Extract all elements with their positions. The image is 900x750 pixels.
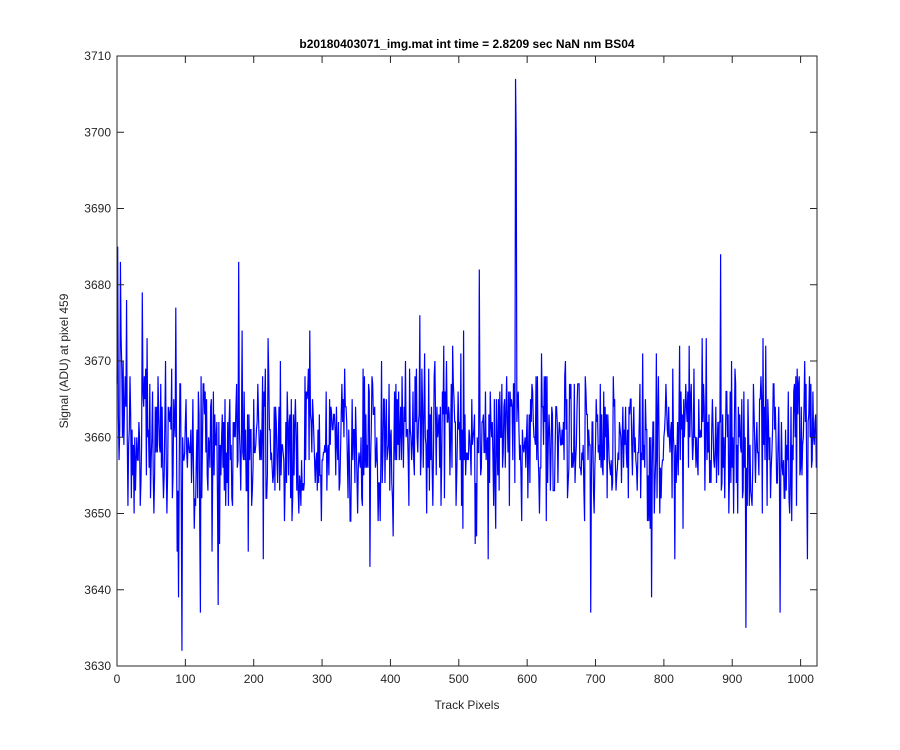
x-tick-label: 700 bbox=[586, 672, 606, 686]
y-tick-label: 3680 bbox=[84, 278, 111, 292]
x-axis-label: Track Pixels bbox=[435, 698, 500, 712]
y-tick-label: 3670 bbox=[84, 354, 111, 368]
y-tick-label: 3630 bbox=[84, 659, 111, 673]
y-tick-label: 3700 bbox=[84, 125, 111, 139]
series-layer bbox=[116, 78, 817, 651]
y-tick-label: 3710 bbox=[84, 49, 111, 63]
series-line bbox=[116, 78, 817, 651]
chart-title: b20180403071_img.mat int time = 2.8209 s… bbox=[299, 37, 635, 51]
plot-area bbox=[117, 56, 817, 666]
y-axis-label: Signal (ADU) at pixel 459 bbox=[57, 293, 71, 428]
y-tick-label: 3640 bbox=[84, 583, 111, 597]
x-tick-label: 600 bbox=[517, 672, 537, 686]
y-tick-label: 3650 bbox=[84, 507, 111, 521]
x-tick-label: 100 bbox=[175, 672, 195, 686]
x-tick-label: 500 bbox=[449, 672, 469, 686]
x-axis-ticks: 0 100 200 300 400 500 600 700 800 900 1000 bbox=[114, 56, 814, 686]
x-tick-label: 400 bbox=[380, 672, 400, 686]
x-tick-label: 300 bbox=[312, 672, 332, 686]
x-tick-label: 900 bbox=[722, 672, 742, 686]
x-tick-label: 1000 bbox=[787, 672, 814, 686]
y-axis-ticks: 3630 3640 3650 3660 3670 3680 3690 3700 3710 bbox=[84, 49, 817, 673]
x-tick-label: 200 bbox=[244, 672, 264, 686]
x-tick-label: 800 bbox=[654, 672, 674, 686]
y-tick-label: 3660 bbox=[84, 430, 111, 444]
x-tick-label: 0 bbox=[114, 672, 121, 686]
y-tick-label: 3690 bbox=[84, 202, 111, 216]
